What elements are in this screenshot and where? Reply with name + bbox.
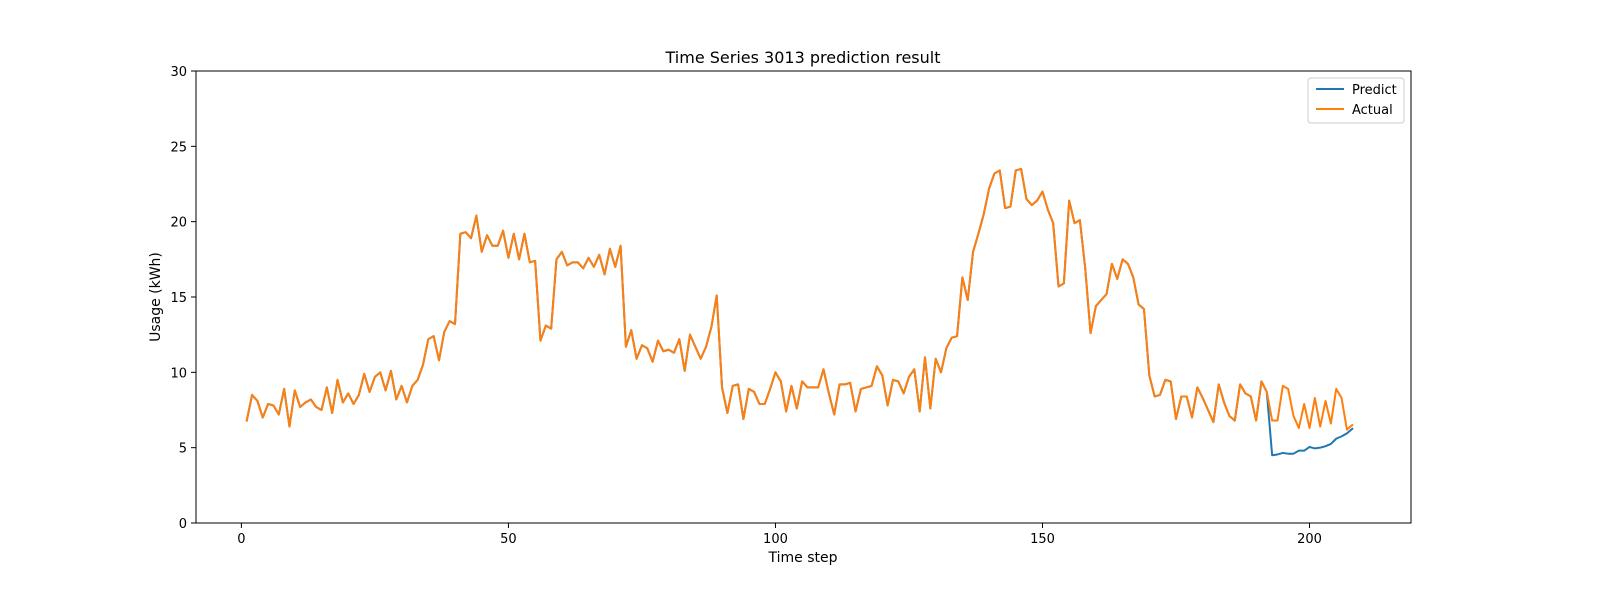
x-axis-label: Time step [768,550,838,566]
x-tick-label: 150 [1030,532,1055,547]
series-line-actual [245,167,1354,431]
y-tick-label: 30 [170,65,187,80]
series-layer [245,167,1354,457]
legend: Predict Actual [1307,77,1405,124]
y-tick-label: 5 [179,442,187,457]
x-tick-label: 200 [1297,532,1322,547]
legend-predict-label: Predict [1352,83,1397,98]
y-tick-label: 20 [170,216,187,231]
legend-actual-label: Actual [1352,103,1393,118]
y-axis: 0 5 10 15 20 25 30 [170,65,196,532]
y-axis-label: Usage (kWh) [148,252,164,342]
x-tick-label: 0 [237,532,245,547]
y-tick-label: 0 [179,517,187,532]
x-tick-label: 100 [763,532,788,547]
y-tick-label: 15 [170,291,187,306]
x-axis: 0 50 100 150 200 [237,523,1322,547]
y-tick-label: 25 [170,140,187,155]
chart-title: Time Series 3013 prediction result [665,48,941,67]
x-tick-label: 50 [500,532,517,547]
y-tick-label: 10 [170,366,187,381]
